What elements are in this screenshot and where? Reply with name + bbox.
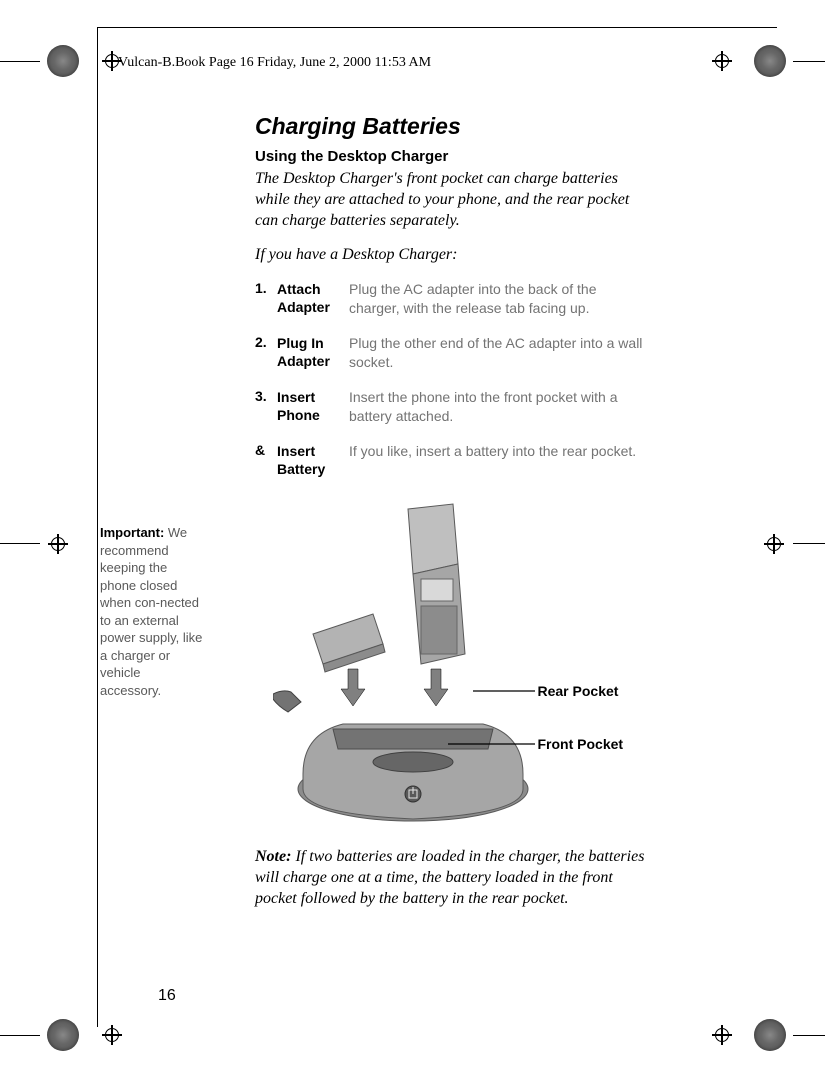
step-title: Insert Phone xyxy=(277,388,349,424)
prompt-text: If you have a Desktop Charger: xyxy=(255,245,650,266)
charger-base-icon xyxy=(298,724,528,821)
step-row: 2. Plug In Adapter Plug the other end of… xyxy=(255,334,650,372)
note-body: If two batteries are loaded in the charg… xyxy=(255,848,644,907)
step-title: Plug In Adapter xyxy=(277,334,349,370)
crop-line xyxy=(793,61,825,62)
page-header-text: Vulcan-B.Book Page 16 Friday, June 2, 20… xyxy=(118,55,431,71)
step-number: 2. xyxy=(255,334,277,350)
step-description: Plug the other end of the AC adapter int… xyxy=(349,334,650,372)
crop-line xyxy=(793,1035,825,1036)
page-number: 16 xyxy=(158,987,176,1005)
sidebar-note: Important: We recommend keeping the phon… xyxy=(100,524,205,699)
crop-line xyxy=(0,61,40,62)
charger-illustration: Rear Pocket Front Pocket xyxy=(273,494,633,829)
step-number: & xyxy=(255,442,277,458)
step-row: & Insert Battery If you like, insert a b… xyxy=(255,442,650,478)
phone-icon xyxy=(408,504,465,664)
crosshair-br xyxy=(712,1025,732,1045)
front-pocket-label: Front Pocket xyxy=(538,736,624,752)
content-area: Charging Batteries Using the Desktop Cha… xyxy=(255,113,650,909)
registration-circle-bl xyxy=(47,1019,79,1051)
crop-line xyxy=(0,543,40,544)
note-paragraph: Note: If two batteries are loaded in the… xyxy=(255,847,650,909)
step-row: 1. Attach Adapter Plug the AC adapter in… xyxy=(255,280,650,318)
step-row: 3. Insert Phone Insert the phone into th… xyxy=(255,388,650,426)
step-title: Insert Battery xyxy=(277,442,349,478)
cable-icon xyxy=(273,691,301,712)
step-description: Insert the phone into the front pocket w… xyxy=(349,388,650,426)
rear-pocket-label: Rear Pocket xyxy=(538,683,619,699)
section-subheading: Using the Desktop Charger xyxy=(255,148,650,165)
step-description: If you like, insert a battery into the r… xyxy=(349,442,650,461)
page-title: Charging Batteries xyxy=(255,113,650,140)
registration-circle-tl xyxy=(47,45,79,77)
sidebar-label: Important: xyxy=(100,525,164,540)
step-title: Attach Adapter xyxy=(277,280,349,316)
step-number: 1. xyxy=(255,280,277,296)
crop-line xyxy=(0,1035,40,1036)
sidebar-body: We recommend keeping the phone closed wh… xyxy=(100,525,202,698)
battery-icon xyxy=(313,614,385,672)
crosshair-ml xyxy=(48,534,68,554)
crosshair-bl xyxy=(102,1025,122,1045)
step-number: 3. xyxy=(255,388,277,404)
step-description: Plug the AC adapter into the back of the… xyxy=(349,280,650,318)
note-label: Note: xyxy=(255,848,291,865)
intro-paragraph: The Desktop Charger's front pocket can c… xyxy=(255,169,650,231)
crop-line xyxy=(793,543,825,544)
